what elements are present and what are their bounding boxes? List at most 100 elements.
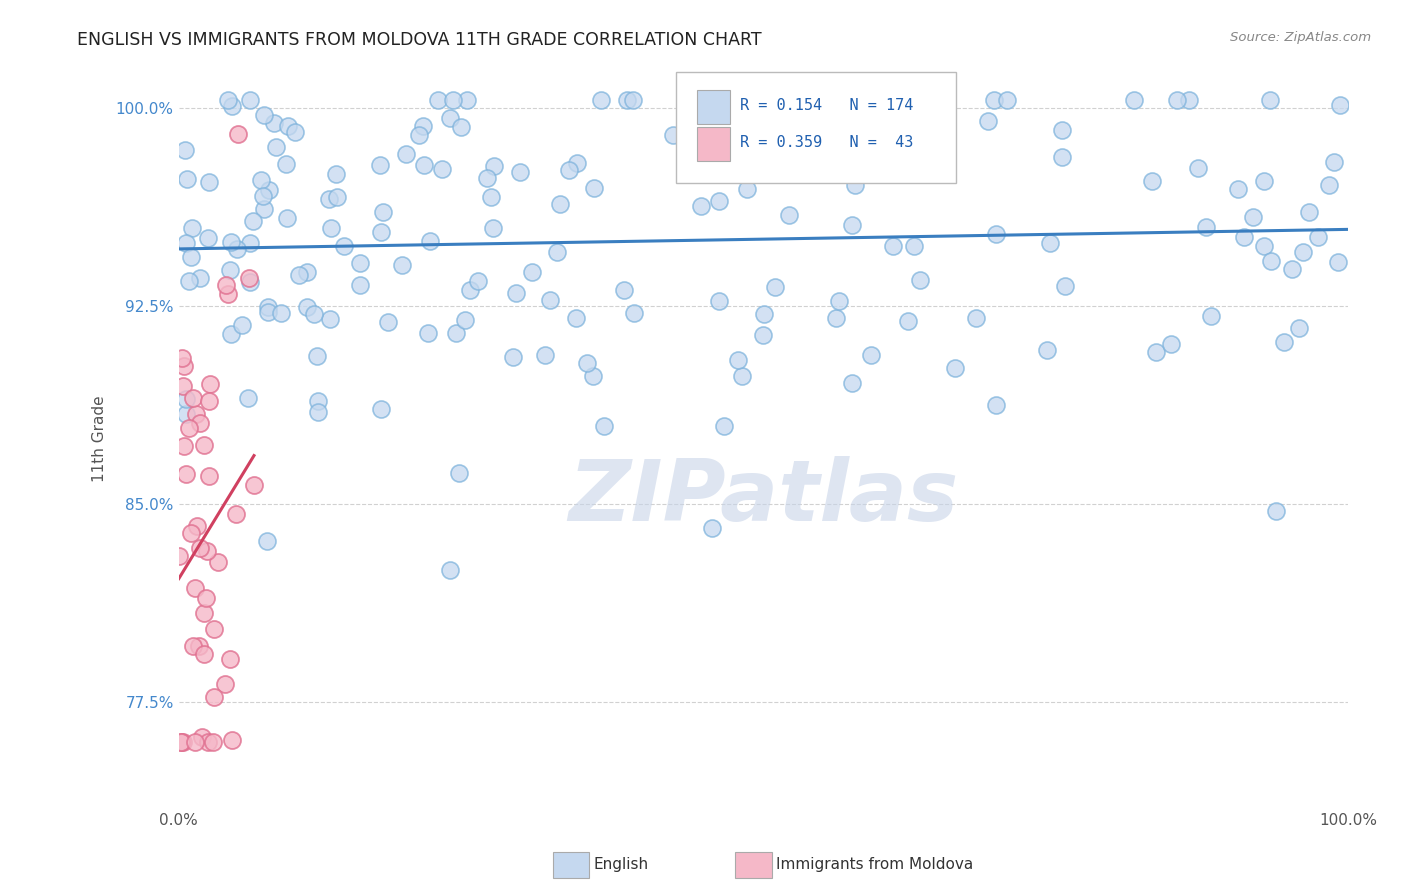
Point	[1050, 123, 1073, 137]
Point	[841, 376, 863, 390]
FancyBboxPatch shape	[675, 72, 956, 183]
Point	[475, 171, 498, 186]
Point	[1122, 93, 1144, 107]
FancyBboxPatch shape	[696, 127, 731, 161]
Point	[534, 348, 557, 362]
Point	[176, 408, 198, 422]
Text: ENGLISH VS IMMIGRANTS FROM MOLDOVA 11TH GRADE CORRELATION CHART: ENGLISH VS IMMIGRANTS FROM MOLDOVA 11TH …	[77, 31, 762, 49]
Point	[198, 394, 221, 409]
Point	[188, 416, 211, 430]
Point	[945, 360, 967, 375]
Point	[183, 639, 205, 653]
Point	[243, 478, 266, 492]
Point	[693, 131, 716, 145]
Point	[1160, 337, 1182, 351]
Point	[897, 314, 920, 328]
Point	[169, 735, 191, 749]
Point	[252, 188, 274, 202]
Point	[1053, 278, 1076, 293]
Point	[616, 93, 638, 107]
Point	[456, 93, 478, 107]
Point	[1281, 261, 1303, 276]
Point	[1199, 309, 1222, 323]
Point	[1166, 93, 1188, 107]
Point	[416, 326, 439, 341]
Point	[882, 239, 904, 253]
Point	[242, 214, 264, 228]
Point	[859, 348, 882, 362]
Point	[217, 287, 239, 301]
Point	[702, 521, 724, 535]
Point	[1144, 345, 1167, 359]
Point	[195, 591, 218, 605]
Point	[707, 293, 730, 308]
Point	[866, 93, 889, 107]
Point	[174, 392, 197, 407]
Text: R = 0.359   N =  43: R = 0.359 N = 43	[740, 135, 914, 150]
Point	[193, 438, 215, 452]
Point	[177, 274, 200, 288]
Y-axis label: 11th Grade: 11th Grade	[93, 395, 107, 482]
Point	[467, 274, 489, 288]
Point	[370, 401, 392, 416]
Point	[276, 211, 298, 226]
Point	[270, 306, 292, 320]
Point	[685, 93, 707, 107]
Point	[548, 197, 571, 211]
Point	[1272, 334, 1295, 349]
Point	[307, 393, 329, 408]
FancyBboxPatch shape	[696, 90, 731, 124]
Point	[197, 735, 219, 749]
Point	[239, 275, 262, 289]
Point	[218, 263, 240, 277]
Point	[198, 175, 221, 189]
Point	[482, 159, 505, 173]
Point	[995, 93, 1018, 107]
Point	[986, 227, 1008, 241]
Point	[754, 307, 776, 321]
Point	[1253, 174, 1275, 188]
Point	[460, 283, 482, 297]
Point	[546, 244, 568, 259]
Point	[1039, 236, 1062, 251]
Point	[214, 277, 236, 292]
Point	[228, 127, 250, 141]
Point	[173, 359, 195, 374]
Point	[824, 311, 846, 326]
Point	[326, 190, 349, 204]
Point	[408, 128, 430, 142]
Point	[1226, 182, 1249, 196]
Point	[219, 235, 242, 250]
Point	[395, 146, 418, 161]
Point	[180, 221, 202, 235]
Point	[186, 519, 208, 533]
Point	[188, 271, 211, 285]
Point	[583, 181, 606, 195]
Point	[717, 93, 740, 107]
Point	[391, 258, 413, 272]
Point	[197, 231, 219, 245]
Point	[412, 119, 434, 133]
Point	[173, 439, 195, 453]
Point	[184, 735, 207, 749]
Point	[965, 311, 987, 326]
Point	[297, 265, 319, 279]
Point	[207, 555, 229, 569]
Point	[1233, 230, 1256, 244]
Point	[1178, 93, 1201, 107]
Point	[1258, 93, 1281, 107]
Point	[218, 652, 240, 666]
Point	[221, 733, 243, 747]
Point	[264, 139, 287, 153]
Point	[1329, 97, 1351, 112]
Point	[419, 234, 441, 248]
Point	[593, 419, 616, 434]
Point	[231, 318, 253, 332]
Point	[225, 507, 247, 521]
Point	[214, 677, 236, 691]
Point	[735, 181, 758, 195]
Point	[1140, 174, 1163, 188]
Point	[1187, 161, 1209, 175]
Point	[202, 622, 225, 636]
Point	[450, 120, 472, 134]
